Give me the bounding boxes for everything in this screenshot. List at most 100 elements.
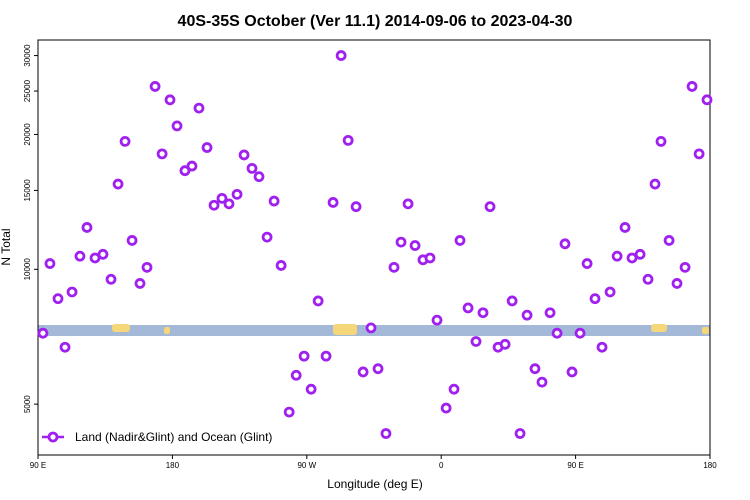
data-point xyxy=(350,201,362,213)
data-point xyxy=(66,286,78,298)
y-tick-label: 25000 xyxy=(23,79,32,102)
data-point xyxy=(81,222,93,233)
data-point xyxy=(238,149,250,161)
data-point xyxy=(253,171,265,183)
data-point xyxy=(701,94,713,106)
legend-marker xyxy=(47,431,59,443)
data-point xyxy=(164,94,176,106)
data-point xyxy=(424,252,436,264)
y-tick-label: 20000 xyxy=(23,123,32,146)
data-point xyxy=(97,248,109,260)
data-point xyxy=(283,406,295,418)
data-point xyxy=(335,50,347,61)
data-point xyxy=(112,178,124,190)
data-point xyxy=(320,350,332,362)
data-point xyxy=(521,309,533,321)
x-tick-label: 90 E xyxy=(30,461,46,470)
y-tick-label: 10000 xyxy=(23,258,32,281)
data-point xyxy=(626,252,638,264)
data-point xyxy=(179,165,191,177)
data-point xyxy=(454,235,466,246)
data-point xyxy=(462,302,474,314)
data-point xyxy=(506,295,518,307)
y-axis-label: N Total xyxy=(0,228,13,265)
data-point xyxy=(119,135,131,147)
data-point xyxy=(544,307,556,319)
data-point xyxy=(216,192,228,204)
data-point xyxy=(581,258,593,269)
data-point xyxy=(529,363,541,375)
data-point xyxy=(642,273,654,285)
data-point xyxy=(559,238,571,250)
x-tick-label: 0 xyxy=(439,461,444,470)
x-tick-label: 180 xyxy=(703,461,717,470)
data-point xyxy=(380,428,392,439)
y-tick-label: 30000 xyxy=(23,44,32,67)
data-point xyxy=(342,134,354,146)
data-point xyxy=(574,327,586,339)
data-point xyxy=(477,307,489,319)
data-point xyxy=(663,235,675,246)
data-point xyxy=(357,366,369,378)
data-point xyxy=(388,261,400,273)
data-point xyxy=(231,188,243,200)
data-point xyxy=(193,102,205,114)
data-point xyxy=(372,363,384,375)
data-point xyxy=(201,142,213,153)
data-point xyxy=(327,197,339,208)
data-point xyxy=(44,258,56,269)
data-point xyxy=(312,295,324,307)
data-point xyxy=(686,81,698,92)
data-point xyxy=(566,366,578,378)
data-point xyxy=(149,81,161,92)
data-point xyxy=(514,428,526,439)
data-point xyxy=(499,338,511,350)
data-point xyxy=(409,240,421,251)
data-point xyxy=(619,222,631,233)
data-point xyxy=(611,250,623,262)
x-tick-label: 90 E xyxy=(567,461,583,470)
data-point xyxy=(431,314,443,326)
plot-frame xyxy=(37,39,711,456)
chart-title: 40S-35S October (Ver 11.1) 2014-09-06 to… xyxy=(178,13,573,30)
x-tick-label: 90 W xyxy=(297,461,316,470)
data-point xyxy=(171,120,183,132)
data-point xyxy=(298,350,310,362)
data-point xyxy=(671,278,683,289)
x-tick-label: 180 xyxy=(166,461,180,470)
data-point xyxy=(275,260,287,271)
data-point xyxy=(37,327,49,339)
data-point xyxy=(596,341,608,353)
y-tick-label: 15000 xyxy=(23,179,32,202)
x-axis-label: Longitude (deg E) xyxy=(327,477,422,491)
data-point xyxy=(402,198,414,210)
data-point xyxy=(655,135,667,147)
data-point xyxy=(261,231,273,243)
data-point xyxy=(126,235,138,246)
data-point xyxy=(105,273,117,285)
data-point xyxy=(52,293,64,305)
data-point xyxy=(484,201,496,213)
data-point xyxy=(649,178,661,190)
data-point xyxy=(589,293,601,305)
y-tick-label: 5000 xyxy=(23,395,32,413)
data-point xyxy=(634,248,646,260)
data-point xyxy=(604,286,616,298)
data-point xyxy=(448,383,460,395)
data-point xyxy=(59,341,71,353)
data-point xyxy=(365,322,377,334)
data-point xyxy=(223,198,235,210)
data-point xyxy=(141,261,153,273)
data-point xyxy=(395,236,407,248)
data-point xyxy=(208,199,220,211)
data-point xyxy=(268,195,280,207)
data-point xyxy=(551,327,563,339)
data-point xyxy=(74,250,86,262)
data-point xyxy=(470,336,482,347)
data-point xyxy=(246,162,258,174)
data-point xyxy=(156,148,168,160)
data-point xyxy=(290,369,302,381)
data-point xyxy=(536,376,548,388)
data-point xyxy=(440,402,452,414)
